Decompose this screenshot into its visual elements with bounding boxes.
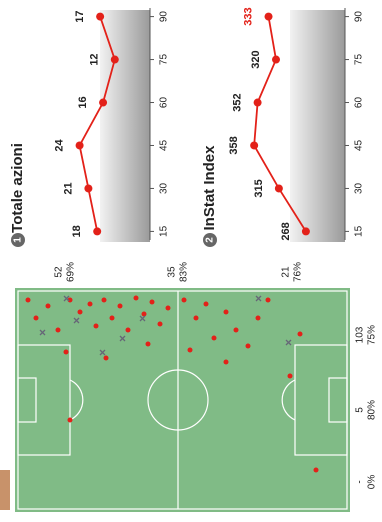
x-tick-label: 30 [354,182,365,194]
x-tick-label: 75 [354,54,365,66]
badge-number: 1 [13,237,24,243]
action-dots [25,295,319,473]
zone-percent: 76% [293,262,304,282]
zone-percent: 69% [66,262,77,282]
data-point [250,141,259,150]
data-label: 12 [89,53,101,65]
data-label: 315 [253,179,265,197]
photo-fragment [0,470,10,510]
data-point [84,184,93,193]
data-point [264,12,273,21]
zone-count: 52 [54,266,65,278]
reference-area [290,10,345,242]
data-point [99,98,108,107]
data-point [93,227,102,236]
data-point [274,184,283,193]
x-tick-label: 90 [159,11,170,23]
data-label: 17 [74,10,86,22]
data-point [301,227,310,236]
x-tick-label: 60 [354,97,365,109]
data-label: 333 [242,7,254,25]
x-tick-label: 15 [354,225,365,237]
data-label: 268 [280,222,292,240]
chart-title: Totale azioni [9,143,26,233]
x-tick-label: 30 [159,182,170,194]
data-point [253,98,262,107]
x-tick-label: 75 [159,54,170,66]
data-point [75,141,84,150]
action-crosses [39,295,292,356]
x-tick-label: 45 [159,139,170,151]
zone-percent: 75% [367,325,378,345]
data-point [110,55,119,64]
zone-percent: 80% [367,400,378,420]
x-tick-label: 15 [159,225,170,237]
x-tick-label: 60 [159,97,170,109]
zone-percent: 0% [367,475,378,490]
data-label: 352 [232,93,244,111]
badge-circle [203,233,217,247]
zone-count: 35 [167,266,178,278]
series-line [78,16,116,232]
zone-count: 103 [355,326,366,343]
data-point [96,12,105,21]
data-label: 21 [62,182,74,194]
chart-title: InStat Index [201,145,218,231]
data-label: 320 [250,50,262,68]
data-label: 18 [71,225,83,237]
data-label: 24 [54,138,66,151]
zone-percent: 83% [179,262,190,282]
badge-circle [11,233,25,247]
x-tick-label: 90 [354,11,365,23]
badge-number: 2 [205,237,216,243]
reference-area [100,10,150,242]
zone-count: 21 [281,266,292,278]
zone-count: - [355,480,366,483]
data-point [272,55,280,64]
data-label: 16 [77,96,89,108]
zone-count: 5 [355,407,366,413]
pitch [15,288,350,512]
series-line [253,16,307,232]
data-label: 358 [228,136,240,154]
x-tick-label: 45 [354,139,365,151]
